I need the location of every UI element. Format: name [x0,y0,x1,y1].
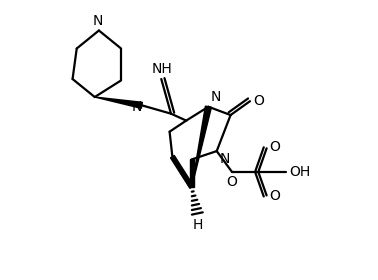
Text: O: O [253,94,263,108]
Text: N: N [92,14,103,28]
Text: N: N [132,100,142,114]
Text: NH: NH [152,62,173,76]
Polygon shape [192,106,211,187]
Text: H: H [192,218,203,232]
Text: O: O [270,189,280,203]
Text: N: N [211,90,221,104]
Text: N: N [220,153,230,167]
Text: O: O [226,175,237,189]
Polygon shape [189,159,194,187]
Polygon shape [95,97,143,108]
Text: O: O [270,140,280,154]
Polygon shape [170,155,194,188]
Text: OH: OH [289,165,310,179]
